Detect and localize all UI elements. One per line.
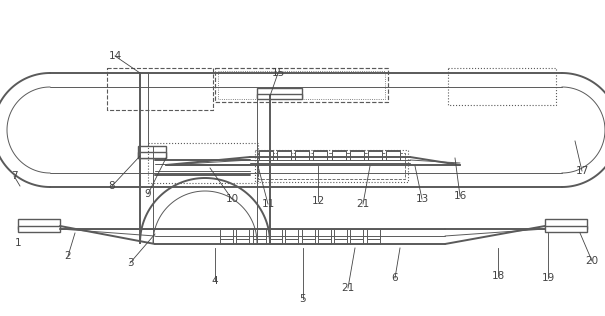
Bar [258,153,405,179]
Bar [332,150,345,159]
Text: 13: 13 [416,194,428,204]
Bar [368,151,382,160]
Bar [295,151,309,160]
Bar [148,143,258,183]
Bar [318,234,331,244]
Bar [334,234,347,244]
Bar [255,150,408,182]
Bar [269,234,282,244]
Text: 14: 14 [108,51,122,61]
Bar [257,94,302,99]
Bar [386,151,400,160]
Bar [313,150,327,159]
Bar [285,234,298,244]
Text: 2: 2 [65,251,71,261]
Bar [220,229,233,239]
Bar [448,68,556,105]
Bar [545,219,587,229]
Text: 11: 11 [261,199,275,209]
Bar [350,229,364,239]
Bar [259,151,273,160]
Text: 4: 4 [212,276,218,286]
Text: 21: 21 [341,283,355,293]
Bar [269,229,282,239]
Bar [313,151,327,160]
Bar [18,226,60,232]
Bar [253,234,266,244]
Text: 6: 6 [391,273,398,283]
Bar [253,229,266,239]
Bar [237,234,249,244]
Text: 18: 18 [491,271,505,281]
Bar [138,152,166,158]
Bar [545,226,587,232]
Text: 15: 15 [272,68,284,78]
Text: 3: 3 [126,258,133,268]
Bar [350,234,364,244]
Bar [18,219,60,229]
Text: 21: 21 [356,199,370,209]
Bar [138,146,166,158]
Bar [237,229,249,239]
Bar [107,68,213,110]
Bar [257,88,302,98]
Text: 19: 19 [541,273,555,283]
Text: 1: 1 [15,238,21,248]
Text: 16: 16 [453,191,466,201]
Bar [215,68,388,102]
Bar [386,150,400,159]
Text: 20: 20 [586,256,598,266]
Bar [367,234,380,244]
Bar [301,234,315,244]
Text: 12: 12 [312,196,325,206]
Text: 7: 7 [11,171,18,181]
Bar [350,151,364,160]
Bar [332,151,345,160]
Bar [301,229,315,239]
Bar [367,229,380,239]
Bar [368,150,382,159]
Bar [285,229,298,239]
Text: 17: 17 [575,166,589,176]
Bar [277,150,291,159]
Bar [334,229,347,239]
Text: 8: 8 [109,181,116,191]
Text: 9: 9 [145,189,151,199]
Text: 5: 5 [299,294,306,304]
Bar [318,229,331,239]
Bar [350,150,364,159]
Bar [277,151,291,160]
Bar [218,71,385,99]
Text: 10: 10 [226,194,238,204]
Bar [220,234,233,244]
Bar [295,150,309,159]
Bar [259,150,273,159]
